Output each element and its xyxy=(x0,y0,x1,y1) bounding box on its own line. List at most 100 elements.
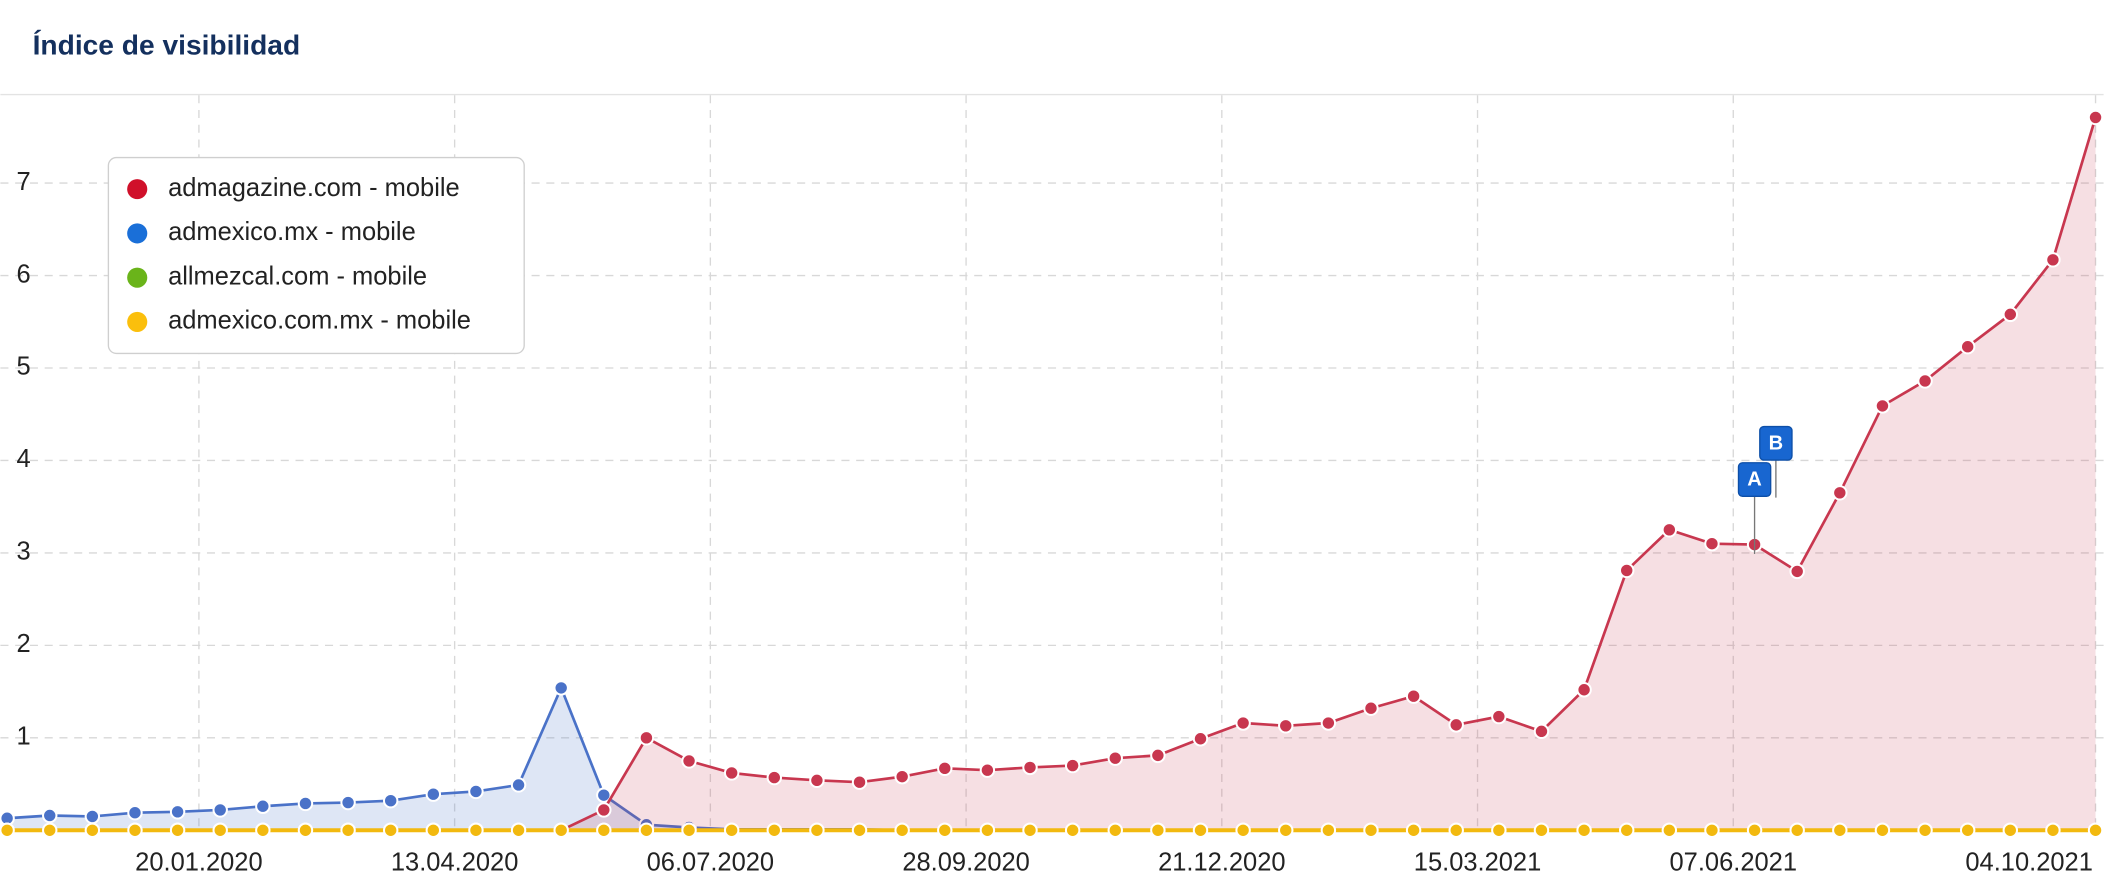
area xyxy=(7,117,2096,831)
point xyxy=(425,786,442,802)
point xyxy=(468,822,484,838)
point xyxy=(1022,759,1038,776)
point xyxy=(851,774,868,790)
point xyxy=(766,769,783,786)
point xyxy=(1022,822,1038,838)
point xyxy=(1491,708,1507,725)
point xyxy=(553,680,569,696)
point xyxy=(1661,822,1678,838)
point xyxy=(894,822,910,838)
point xyxy=(894,768,910,785)
point xyxy=(1832,485,1848,501)
y-tick-label: 2 xyxy=(17,630,31,658)
point xyxy=(212,822,228,838)
point xyxy=(553,822,569,838)
point xyxy=(1704,822,1720,838)
x-tick-label: 04.10.2021 xyxy=(1965,849,2092,877)
point xyxy=(1278,718,1294,734)
point xyxy=(84,808,101,825)
point xyxy=(510,822,527,838)
point xyxy=(681,822,697,838)
point xyxy=(638,822,655,838)
point xyxy=(1619,562,1635,579)
point xyxy=(1576,682,1592,698)
point xyxy=(1363,700,1379,716)
point xyxy=(2045,822,2061,838)
point xyxy=(1107,750,1123,766)
point xyxy=(937,760,953,777)
x-tick-label: 13.04.2020 xyxy=(391,849,518,877)
point xyxy=(1235,822,1251,838)
point xyxy=(255,798,271,814)
point xyxy=(127,822,143,838)
point xyxy=(42,822,58,838)
annotation-flag xyxy=(1737,462,1772,497)
y-tick-label: 4 xyxy=(17,445,31,473)
point xyxy=(1959,339,1976,355)
point xyxy=(340,794,356,811)
point xyxy=(169,822,186,838)
y-tick-label: 7 xyxy=(17,168,31,196)
point xyxy=(1363,822,1379,838)
point xyxy=(1405,688,1422,704)
point xyxy=(255,822,271,838)
point xyxy=(1064,822,1081,838)
legend-label: allmezcal.com - mobile xyxy=(168,262,427,290)
point xyxy=(937,822,953,838)
point xyxy=(1320,822,1337,838)
point xyxy=(1874,398,1891,414)
area xyxy=(7,687,2096,831)
point xyxy=(2002,822,2019,838)
point xyxy=(1192,822,1209,838)
y-tick-label: 5 xyxy=(17,353,31,381)
x-tick-label: 15.03.2021 xyxy=(1414,849,1541,877)
point xyxy=(681,753,697,769)
point xyxy=(468,783,484,800)
point xyxy=(425,822,442,838)
point xyxy=(1491,822,1507,838)
legend-marker xyxy=(127,179,148,200)
point xyxy=(1320,715,1337,731)
point xyxy=(382,822,399,838)
point xyxy=(1832,822,1848,838)
y-tick-label: 6 xyxy=(17,260,31,288)
point xyxy=(1959,822,1976,838)
point xyxy=(1576,822,1592,838)
point xyxy=(169,804,186,820)
point xyxy=(638,730,655,746)
point xyxy=(596,787,612,803)
point xyxy=(340,822,356,838)
point xyxy=(42,807,58,824)
point xyxy=(1789,822,1805,838)
legend-box xyxy=(107,156,525,355)
point xyxy=(297,795,314,812)
point xyxy=(851,822,868,838)
point xyxy=(84,822,101,838)
point xyxy=(1533,822,1550,838)
point xyxy=(1064,757,1081,774)
point xyxy=(1619,822,1635,838)
point xyxy=(1448,822,1464,838)
chart-title: Índice de visibilidad xyxy=(33,29,301,60)
legend-label: admexico.mx - mobile xyxy=(168,218,416,246)
point xyxy=(1917,373,1933,389)
point xyxy=(1533,723,1550,740)
point xyxy=(1107,822,1123,838)
legend-marker xyxy=(127,267,148,288)
legend-label: admagazine.com - mobile xyxy=(168,174,460,202)
point xyxy=(1661,522,1678,538)
x-tick-label: 28.09.2020 xyxy=(902,849,1029,877)
point xyxy=(1150,822,1166,838)
x-tick-label: 06.07.2020 xyxy=(647,849,774,877)
point xyxy=(1235,715,1251,731)
point xyxy=(1704,535,1720,552)
point xyxy=(1448,717,1464,733)
legend-label: admexico.com.mx - mobile xyxy=(168,307,471,335)
point xyxy=(297,822,314,838)
point xyxy=(1405,822,1422,838)
y-tick-label: 1 xyxy=(17,723,31,751)
annotation-flag xyxy=(1759,425,1793,461)
point xyxy=(1917,822,1933,838)
